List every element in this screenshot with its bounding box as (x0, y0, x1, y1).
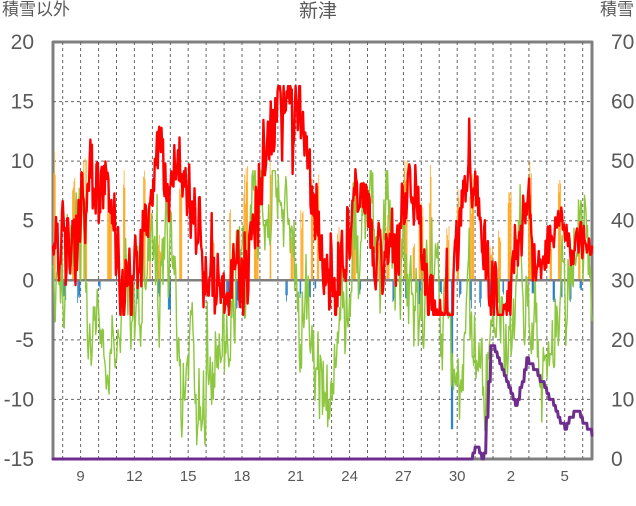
svg-text:5: 5 (561, 468, 569, 485)
svg-text:-5: -5 (15, 329, 34, 352)
svg-text:30: 30 (611, 269, 634, 292)
svg-text:20: 20 (11, 31, 34, 54)
svg-text:0: 0 (611, 448, 623, 471)
svg-text:9: 9 (76, 468, 84, 485)
svg-text:50: 50 (611, 150, 634, 173)
svg-text:15: 15 (11, 91, 34, 114)
svg-text:10: 10 (611, 388, 634, 411)
svg-text:40: 40 (611, 210, 634, 233)
svg-text:18: 18 (234, 468, 251, 485)
svg-text:70: 70 (611, 31, 634, 54)
svg-text:12: 12 (126, 468, 143, 485)
svg-text:10: 10 (11, 150, 34, 173)
svg-text:積雪: 積雪 (600, 0, 634, 19)
svg-text:21: 21 (287, 468, 304, 485)
svg-text:15: 15 (180, 468, 197, 485)
svg-text:積雪以外: 積雪以外 (2, 0, 70, 19)
svg-text:0: 0 (22, 269, 34, 292)
svg-text:20: 20 (611, 329, 634, 352)
svg-text:5: 5 (22, 210, 34, 233)
svg-text:60: 60 (611, 91, 634, 114)
svg-text:30: 30 (449, 468, 466, 485)
svg-text:-10: -10 (4, 388, 34, 411)
svg-text:24: 24 (341, 468, 358, 485)
svg-text:2: 2 (507, 468, 515, 485)
svg-text:新津: 新津 (299, 0, 337, 22)
svg-text:-15: -15 (4, 448, 34, 471)
svg-text:27: 27 (395, 468, 412, 485)
